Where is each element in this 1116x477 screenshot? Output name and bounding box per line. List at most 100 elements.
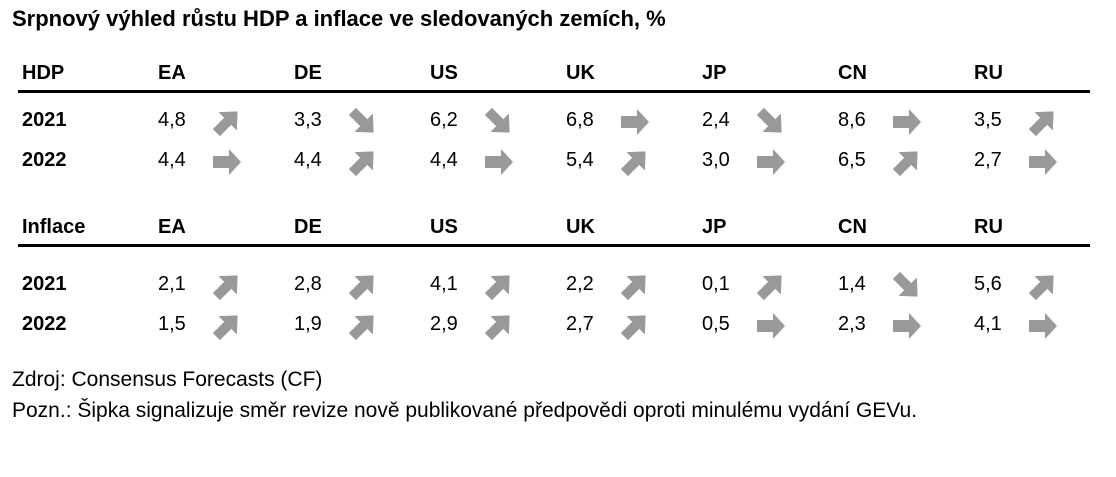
value-cell: 4,1	[430, 269, 540, 301]
arrow-down-icon	[754, 105, 788, 139]
value-text: 6,5	[838, 149, 866, 171]
arrow-right-icon	[482, 145, 516, 179]
value-cell: 4,4	[158, 145, 268, 177]
table-row: 2022 1,5 1,9 2,9 2,7 0,5 2,3 4,1	[18, 305, 1090, 345]
table-header-row: HDP EA DE US UK JP CN RU	[18, 60, 1090, 93]
value-cell: 0,1	[702, 269, 812, 301]
page-title: Srpnový výhled růstu HDP a inflace ve sl…	[12, 6, 666, 31]
arrow-explanation-note: Pozn.: Šipka signalizuje směr revize nov…	[12, 399, 918, 422]
value-cell: 2,8	[294, 269, 404, 301]
value-text: 4,4	[430, 149, 458, 171]
arrow-up-icon	[618, 145, 652, 179]
value-cell: 4,4	[430, 145, 540, 177]
arrow-down-icon	[482, 105, 516, 139]
arrow-right-icon	[1026, 145, 1060, 179]
value-cell: 3,5	[974, 105, 1084, 137]
inflation-table: Inflace EA DE US UK JP CN RU 2021 2,1 2,8 4,1 2,2 0,1…	[18, 214, 1090, 345]
arrow-up-icon	[890, 145, 924, 179]
country-header-jp: JP	[702, 216, 727, 238]
value-text: 3,5	[974, 109, 1002, 131]
value-text: 2,4	[702, 109, 730, 131]
country-header-de: DE	[294, 62, 322, 84]
value-cell: 2,7	[566, 309, 676, 341]
year-label: 2021	[22, 109, 67, 131]
value-text: 1,4	[838, 273, 866, 295]
arrow-up-icon	[210, 269, 244, 303]
country-header-ea: EA	[158, 62, 186, 84]
value-cell: 2,2	[566, 269, 676, 301]
country-header-ea: EA	[158, 216, 186, 238]
value-text: 4,1	[974, 313, 1002, 335]
value-text: 6,2	[430, 109, 458, 131]
value-text: 2,1	[158, 273, 186, 295]
value-text: 2,2	[566, 273, 594, 295]
value-text: 4,4	[294, 149, 322, 171]
value-text: 1,5	[158, 313, 186, 335]
arrow-right-icon	[754, 309, 788, 343]
arrow-up-icon	[346, 145, 380, 179]
value-text: 3,0	[702, 149, 730, 171]
value-cell: 0,5	[702, 309, 812, 341]
notes: Zdroj: Consensus Forecasts (CF) Pozn.: Š…	[12, 364, 1106, 426]
value-text: 1,9	[294, 313, 322, 335]
country-header-ru: RU	[974, 62, 1003, 84]
table-row: 2022 4,4 4,4 4,4 5,4 3,0 6,5 2,7	[18, 141, 1090, 181]
arrow-up-icon	[618, 309, 652, 343]
arrow-right-icon	[890, 105, 924, 139]
year-label: 2021	[22, 273, 67, 295]
value-text: 3,3	[294, 109, 322, 131]
arrow-up-icon	[346, 309, 380, 343]
source-note: Zdroj: Consensus Forecasts (CF)	[12, 368, 323, 391]
value-cell: 2,1	[158, 269, 268, 301]
value-cell: 2,3	[838, 309, 948, 341]
value-cell: 4,1	[974, 309, 1084, 341]
arrow-right-icon	[754, 145, 788, 179]
value-text: 5,4	[566, 149, 594, 171]
value-cell: 1,9	[294, 309, 404, 341]
value-cell: 3,0	[702, 145, 812, 177]
value-text: 0,5	[702, 313, 730, 335]
value-cell: 1,5	[158, 309, 268, 341]
value-cell: 1,4	[838, 269, 948, 301]
value-text: 4,4	[158, 149, 186, 171]
value-cell: 6,5	[838, 145, 948, 177]
arrow-up-icon	[1026, 269, 1060, 303]
arrow-right-icon	[1026, 309, 1060, 343]
arrow-right-icon	[890, 309, 924, 343]
value-text: 2,7	[566, 313, 594, 335]
value-text: 0,1	[702, 273, 730, 295]
value-cell: 5,4	[566, 145, 676, 177]
arrow-up-icon	[346, 269, 380, 303]
arrow-up-icon	[754, 269, 788, 303]
value-text: 2,7	[974, 149, 1002, 171]
country-header-cn: CN	[838, 62, 867, 84]
country-header-jp: JP	[702, 62, 727, 84]
arrow-down-icon	[346, 105, 380, 139]
value-text: 6,8	[566, 109, 594, 131]
arrow-up-icon	[210, 309, 244, 343]
value-cell: 8,6	[838, 105, 948, 137]
country-header-us: US	[430, 216, 458, 238]
value-cell: 6,8	[566, 105, 676, 137]
arrow-up-icon	[1026, 105, 1060, 139]
value-cell: 2,4	[702, 105, 812, 137]
value-cell: 2,9	[430, 309, 540, 341]
arrow-up-icon	[482, 269, 516, 303]
value-text: 5,6	[974, 273, 1002, 295]
country-header-us: US	[430, 62, 458, 84]
country-header-uk: UK	[566, 216, 595, 238]
country-header-uk: UK	[566, 62, 595, 84]
arrow-right-icon	[210, 145, 244, 179]
value-cell: 4,4	[294, 145, 404, 177]
value-text: 2,9	[430, 313, 458, 335]
arrow-up-icon	[482, 309, 516, 343]
table-row: 2021 2,1 2,8 4,1 2,2 0,1 1,4 5,6	[18, 265, 1090, 305]
table-row: 2021 4,8 3,3 6,2 6,8 2,4 8,6 3,5	[18, 101, 1090, 141]
value-cell: 2,7	[974, 145, 1084, 177]
country-header-ru: RU	[974, 216, 1003, 238]
value-text: 2,8	[294, 273, 322, 295]
arrow-down-icon	[890, 269, 924, 303]
value-cell: 6,2	[430, 105, 540, 137]
value-cell: 3,3	[294, 105, 404, 137]
gdp-table: HDP EA DE US UK JP CN RU 2021 4,8 3,3 6,2 6,8 2,4 8,6 3…	[18, 60, 1090, 181]
